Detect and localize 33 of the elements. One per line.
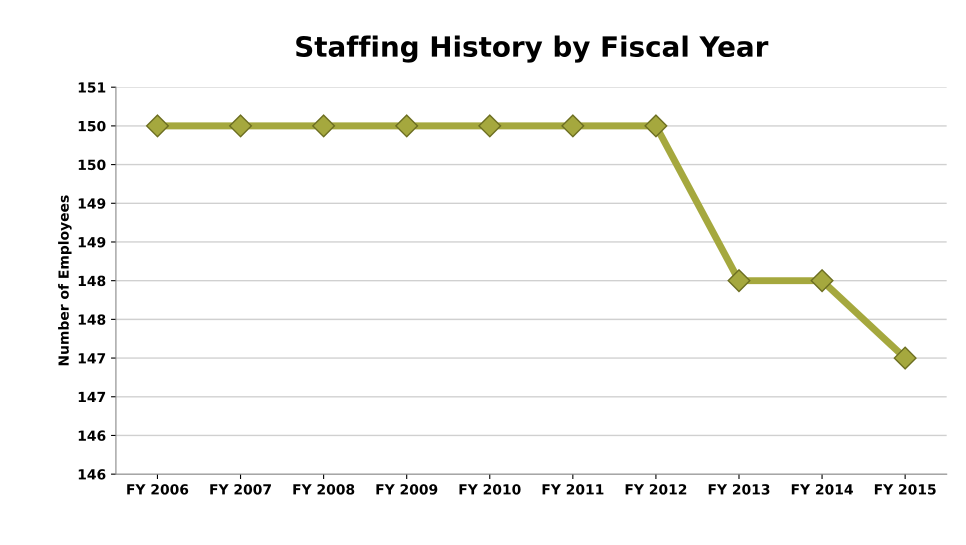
x-tick-label: FY 2007: [210, 484, 271, 495]
x-tick-label: FY 2015: [874, 484, 936, 495]
point: [229, 114, 252, 138]
x-tick-label: FY 2012: [626, 484, 686, 495]
y-tick-label: 149: [78, 236, 106, 248]
y-tick-label: 147: [78, 353, 106, 364]
chart-title: Staffing History by Fiscal Year: [296, 36, 768, 63]
y-tick-label: 149: [78, 198, 106, 209]
y-tick-label: 146: [78, 469, 106, 480]
y-axis-title: Number of Employees: [58, 195, 72, 366]
point: [810, 269, 834, 292]
x-tick-label: FY 2008: [293, 484, 354, 495]
y-tick-label: 148: [78, 276, 106, 286]
point: [727, 269, 750, 292]
y-tick-label: 146: [78, 430, 106, 441]
point: [146, 114, 169, 138]
point: [395, 114, 418, 138]
y-tick-label: 151: [78, 82, 106, 93]
point: [561, 114, 584, 138]
x-tick-label: FY 2006: [127, 484, 188, 495]
y-tick-label: 147: [78, 392, 106, 402]
x-tick-label: FY 2013: [708, 484, 770, 495]
point: [644, 114, 668, 138]
x-tick-label: FY 2011: [542, 484, 604, 495]
point: [312, 114, 336, 138]
y-tick-label: 148: [78, 314, 106, 325]
y-tick-label: 150: [78, 160, 106, 170]
point: [478, 114, 502, 138]
x-tick-label: FY 2010: [460, 484, 521, 495]
y-tick-label: 150: [78, 120, 106, 132]
x-tick-label: FY 2009: [376, 484, 438, 495]
point: [894, 346, 917, 370]
x-tick-label: FY 2014: [792, 484, 853, 495]
